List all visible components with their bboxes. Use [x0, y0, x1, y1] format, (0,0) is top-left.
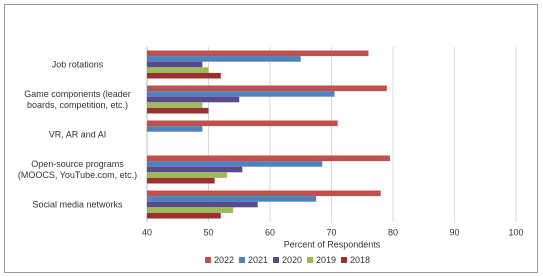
- x-tick-label: 90: [449, 227, 459, 237]
- legend-label: 2022: [214, 255, 234, 265]
- bar: [147, 155, 390, 162]
- bar: [147, 67, 209, 73]
- y-tick-label: Social media networks: [32, 199, 123, 209]
- bar: [147, 107, 209, 114]
- legend-swatch: [239, 257, 245, 263]
- bar: [147, 177, 215, 184]
- y-tick-label: Open-source programs (MOOCS, YouTube.com…: [17, 158, 138, 180]
- bar: [147, 166, 243, 173]
- legend-swatch: [341, 257, 347, 263]
- y-tick-label: Game components (leader boards, competit…: [24, 88, 131, 110]
- bar: [147, 72, 221, 79]
- x-tick-label: 70: [326, 227, 336, 237]
- x-tick-label: 100: [508, 227, 523, 237]
- bar: [147, 212, 221, 219]
- x-tick-label: 40: [142, 227, 152, 237]
- bar: [147, 201, 258, 208]
- legend-swatch: [273, 257, 279, 263]
- bar: [147, 172, 227, 178]
- bar: [147, 50, 369, 57]
- legend-label: 2019: [316, 255, 336, 265]
- bar: [147, 207, 234, 213]
- y-tick-label: VR, AR and AI: [48, 129, 107, 139]
- x-tick-label: 60: [265, 227, 275, 237]
- bar: [147, 96, 240, 103]
- x-axis-title: Percent of Respondents: [284, 239, 381, 249]
- frame: [4, 4, 538, 273]
- legend-swatch: [307, 257, 313, 263]
- y-tick-label: Job rotations: [51, 59, 104, 69]
- bar: [147, 85, 387, 92]
- legend-label: 2018: [350, 255, 370, 265]
- bar: [147, 61, 203, 68]
- bar: [147, 190, 381, 197]
- bar: [147, 56, 301, 62]
- bar: [147, 126, 203, 132]
- bar: [147, 102, 203, 108]
- legend-label: 2020: [282, 255, 302, 265]
- x-tick-label: 80: [388, 227, 398, 237]
- x-tick-label: 50: [203, 227, 213, 237]
- bar: [147, 120, 338, 127]
- bar: [147, 91, 335, 97]
- legend-label: 2021: [248, 255, 268, 265]
- bar: [147, 161, 323, 167]
- bar: [147, 196, 317, 202]
- legend-swatch: [205, 257, 211, 263]
